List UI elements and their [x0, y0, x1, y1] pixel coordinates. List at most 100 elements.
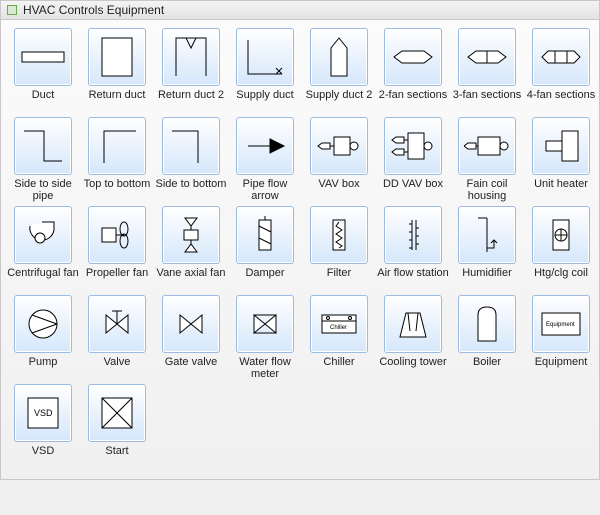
- symbol-tile-water-flow-meter[interactable]: [236, 295, 294, 353]
- symbol-fan-coil-housing: Fain coil housing: [451, 117, 523, 202]
- symbol-label: Centrifugal fan: [7, 267, 79, 291]
- symbol-tile-side-to-side-pipe[interactable]: [14, 117, 72, 175]
- side-to-bottom-icon: [168, 123, 214, 169]
- symbol-humidifier: Humidifier: [451, 206, 523, 291]
- symbol-start: Start: [81, 384, 153, 469]
- symbol-tile-supply-duct-2[interactable]: [310, 28, 368, 86]
- symbol-label: Side to side pipe: [7, 178, 79, 202]
- symbol-tile-damper[interactable]: [236, 206, 294, 264]
- symbol-tile-return-duct-2[interactable]: [162, 28, 220, 86]
- symbol-supply-duct: Supply duct: [229, 28, 301, 113]
- symbol-4-fan-sections: 4-fan sections: [525, 28, 597, 113]
- return-duct-2-icon: [168, 34, 214, 80]
- symbol-tile-filter[interactable]: [310, 206, 368, 264]
- boiler-icon: [464, 301, 510, 347]
- symbol-label: 2-fan sections: [377, 89, 449, 113]
- symbol-return-duct-2: Return duct 2: [155, 28, 227, 113]
- 2-fan-sections-icon: [390, 34, 436, 80]
- symbol-label: Water flow meter: [229, 356, 301, 380]
- cooling-tower-icon: [390, 301, 436, 347]
- symbol-dd-vav-box: DD VAV box: [377, 117, 449, 202]
- symbol-side-to-side-pipe: Side to side pipe: [7, 117, 79, 202]
- pump-icon: [20, 301, 66, 347]
- propeller-fan-icon: [94, 212, 140, 258]
- symbol-label: Return duct: [81, 89, 153, 113]
- return-duct-icon: [94, 34, 140, 80]
- symbol-tile-humidifier[interactable]: [458, 206, 516, 264]
- symbol-air-flow-station: Air flow station: [377, 206, 449, 291]
- vsd-icon: VSD: [20, 390, 66, 436]
- symbol-valve: Valve: [81, 295, 153, 380]
- symbol-label: Fain coil housing: [451, 178, 523, 202]
- symbol-tile-chiller[interactable]: Chiller: [310, 295, 368, 353]
- symbol-label: VSD: [7, 445, 79, 469]
- symbol-tile-pipe-flow-arrow[interactable]: [236, 117, 294, 175]
- top-to-bottom-icon: [94, 123, 140, 169]
- symbol-label: Pump: [7, 356, 79, 380]
- symbol-equipment: EquipmentEquipment: [525, 295, 597, 380]
- symbol-tile-supply-duct[interactable]: [236, 28, 294, 86]
- symbol-label: Gate valve: [155, 356, 227, 380]
- symbol-vane-axial-fan: Vane axial fan: [155, 206, 227, 291]
- panel-title: HVAC Controls Equipment: [23, 3, 164, 17]
- symbol-tile-dd-vav-box[interactable]: [384, 117, 442, 175]
- symbol-tile-valve[interactable]: [88, 295, 146, 353]
- symbol-label: Start: [81, 445, 153, 469]
- supply-duct-2-icon: [316, 34, 362, 80]
- side-to-side-pipe-icon: [20, 123, 66, 169]
- symbol-tile-start[interactable]: [88, 384, 146, 442]
- symbol-tile-gate-valve[interactable]: [162, 295, 220, 353]
- symbol-damper: Damper: [229, 206, 301, 291]
- symbol-tile-fan-coil-housing[interactable]: [458, 117, 516, 175]
- symbol-vsd: VSD VSD: [7, 384, 79, 469]
- symbol-tile-boiler[interactable]: [458, 295, 516, 353]
- symbol-label: Unit heater: [525, 178, 597, 202]
- 3-fan-sections-icon: [464, 34, 510, 80]
- symbol-gate-valve: Gate valve: [155, 295, 227, 380]
- vane-axial-fan-icon: [168, 212, 214, 258]
- water-flow-meter-icon: [242, 301, 288, 347]
- symbol-side-to-bottom: Side to bottom: [155, 117, 227, 202]
- symbol-tile-side-to-bottom[interactable]: [162, 117, 220, 175]
- symbol-tile-air-flow-station[interactable]: [384, 206, 442, 264]
- symbol-water-flow-meter: Water flow meter: [229, 295, 301, 380]
- symbol-tile-vav-box[interactable]: [310, 117, 368, 175]
- symbol-return-duct: Return duct: [81, 28, 153, 113]
- symbol-2-fan-sections: 2-fan sections: [377, 28, 449, 113]
- symbol-tile-3-fan-sections[interactable]: [458, 28, 516, 86]
- symbol-tile-4-fan-sections[interactable]: [532, 28, 590, 86]
- symbol-label: Htg/clg coil: [525, 267, 597, 291]
- symbol-label: Return duct 2: [155, 89, 227, 113]
- panel-titlebar: HVAC Controls Equipment: [1, 1, 599, 20]
- symbol-tile-equipment[interactable]: Equipment: [532, 295, 590, 353]
- symbol-label: Vane axial fan: [155, 267, 227, 291]
- symbol-tile-htg-clg-coil[interactable]: [532, 206, 590, 264]
- damper-icon: [242, 212, 288, 258]
- symbol-supply-duct-2: Supply duct 2: [303, 28, 375, 113]
- symbol-tile-vane-axial-fan[interactable]: [162, 206, 220, 264]
- symbol-tile-cooling-tower[interactable]: [384, 295, 442, 353]
- collapse-icon[interactable]: [7, 5, 17, 15]
- symbol-tile-2-fan-sections[interactable]: [384, 28, 442, 86]
- equipment-icon: Equipment: [538, 301, 584, 347]
- symbol-label: Boiler: [451, 356, 523, 380]
- symbol-label: Humidifier: [451, 267, 523, 291]
- symbol-label: Top to bottom: [81, 178, 153, 202]
- symbol-label: Damper: [229, 267, 301, 291]
- symbol-top-to-bottom: Top to bottom: [81, 117, 153, 202]
- svg-text:VSD: VSD: [34, 408, 53, 418]
- symbol-tile-unit-heater[interactable]: [532, 117, 590, 175]
- symbol-tile-return-duct[interactable]: [88, 28, 146, 86]
- symbol-label: Supply duct: [229, 89, 301, 113]
- symbol-tile-vsd[interactable]: VSD: [14, 384, 72, 442]
- symbol-tile-propeller-fan[interactable]: [88, 206, 146, 264]
- symbol-tile-top-to-bottom[interactable]: [88, 117, 146, 175]
- gate-valve-icon: [168, 301, 214, 347]
- symbol-tile-centrifugal-fan[interactable]: [14, 206, 72, 264]
- symbol-tile-pump[interactable]: [14, 295, 72, 353]
- symbol-tile-duct[interactable]: [14, 28, 72, 86]
- symbol-label: Chiller: [303, 356, 375, 380]
- unit-heater-icon: [538, 123, 584, 169]
- vav-box-icon: [316, 123, 362, 169]
- symbol-label: Filter: [303, 267, 375, 291]
